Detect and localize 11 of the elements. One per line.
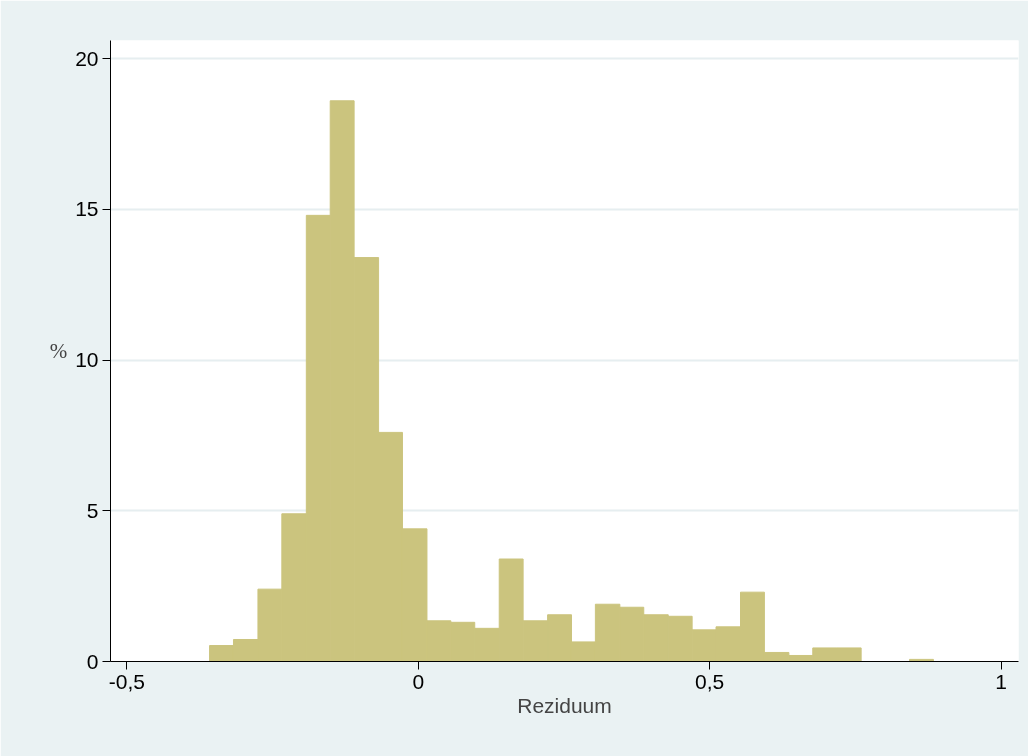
x-tick-label: 0 <box>412 669 425 693</box>
y-tick-label: 10 <box>75 348 99 372</box>
x-tick-label: 1 <box>995 669 1007 693</box>
x-tick-label: 0,5 <box>695 669 725 693</box>
y-axis-title: % <box>49 339 68 363</box>
y-tick-label: 20 <box>75 46 99 70</box>
x-axis-title: Reziduum <box>517 693 612 717</box>
y-tick-label: 5 <box>86 498 99 522</box>
x-tick-label: -0,5 <box>108 669 145 693</box>
y-tick-label: 15 <box>75 197 99 221</box>
y-tick-label: 0 <box>86 649 99 673</box>
